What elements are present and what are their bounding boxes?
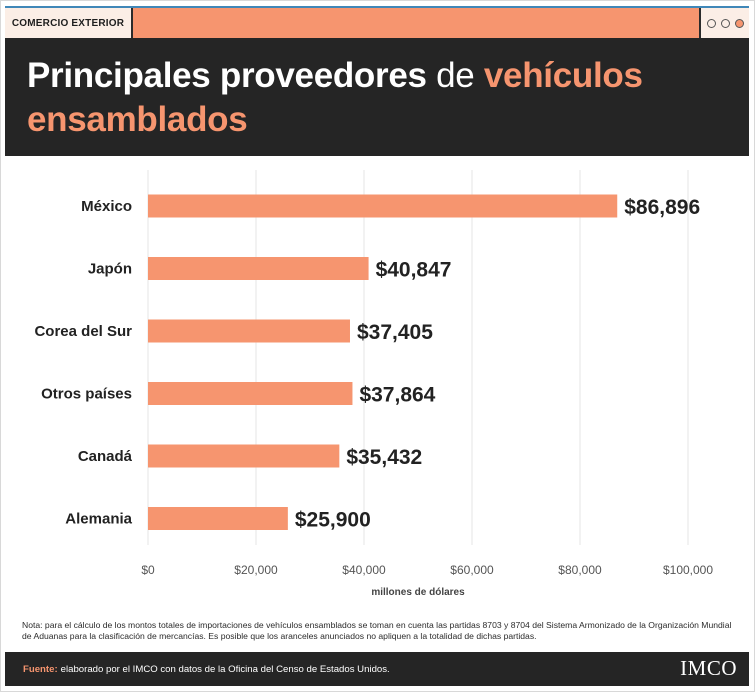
- x-tick-label: $20,000: [234, 563, 278, 577]
- title-part-bold: Principales proveedores: [27, 56, 427, 95]
- bars: México $86,896 Japón $40,847 Corea del Sur $3…: [34, 194, 700, 532]
- x-tick-label: $80,000: [558, 563, 602, 577]
- category-label: Japón: [88, 261, 132, 278]
- footnote: Nota: para el cálculo de los montos tota…: [22, 620, 732, 641]
- bar: [148, 507, 288, 530]
- source-label: Fuente:: [23, 663, 58, 675]
- bar: [148, 319, 350, 343]
- circle-icon: [706, 18, 716, 28]
- x-axis-ticks: $0 $20,000 $40,000 $60,000 $80,000 $100,000: [141, 563, 713, 577]
- bar-chart: México $86,896 Japón $40,847 Corea del Sur $3…: [34, 170, 713, 598]
- x-tick-label: $60,000: [450, 563, 494, 577]
- title-box: Principales proveedores de vehículos ens…: [5, 38, 749, 156]
- x-tick-label: $0: [141, 563, 155, 577]
- data-label: $35,432: [346, 446, 422, 469]
- x-tick-label: $100,000: [663, 563, 713, 577]
- window-controls: [699, 8, 749, 38]
- circle-icon: [720, 18, 730, 28]
- bar: [148, 257, 369, 280]
- bar: [148, 382, 353, 405]
- filled-circle-icon: [734, 18, 744, 28]
- category-label: Otros países: [41, 386, 132, 403]
- category-label: Corea del Sur: [34, 323, 132, 340]
- bar: [148, 444, 340, 468]
- category-label: Alemania: [65, 511, 132, 528]
- source-text: elaborado por el IMCO con datos de la Of…: [60, 663, 390, 675]
- data-label: $25,900: [295, 509, 371, 532]
- category-label: México: [81, 198, 132, 215]
- top-bar: COMERCIO EXTERIOR: [5, 6, 749, 38]
- x-axis-label: millones de dólares: [371, 587, 465, 598]
- data-label: $37,405: [357, 321, 433, 344]
- x-tick-label: $40,000: [342, 563, 386, 577]
- title-part-accent: vehículos ensamblados: [27, 56, 643, 139]
- title-part-light: de: [426, 56, 484, 95]
- page-title: Principales proveedores de vehículos ens…: [27, 54, 727, 142]
- bar: [148, 194, 618, 218]
- data-label: $40,847: [376, 259, 452, 282]
- grid-lines: [147, 170, 689, 545]
- imco-logo: IMCO: [680, 656, 737, 680]
- data-label: $86,896: [624, 196, 700, 219]
- footer: Fuente: elaborado por el IMCO con datos …: [5, 652, 749, 686]
- section-tag: COMERCIO EXTERIOR: [5, 8, 133, 38]
- data-label: $37,864: [359, 384, 435, 407]
- category-label: Canadá: [78, 448, 133, 465]
